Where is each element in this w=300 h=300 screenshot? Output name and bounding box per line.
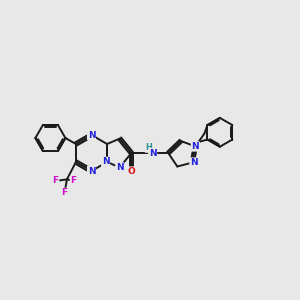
Text: N: N — [116, 163, 124, 172]
Text: N: N — [190, 158, 198, 167]
Text: N: N — [149, 148, 157, 158]
Text: F: F — [61, 188, 68, 197]
Text: F: F — [52, 176, 59, 185]
Text: F: F — [70, 176, 76, 185]
Text: H: H — [146, 143, 152, 152]
Text: O: O — [128, 167, 135, 176]
Text: N: N — [88, 130, 95, 140]
Text: N: N — [102, 158, 110, 166]
Text: N: N — [88, 167, 95, 176]
Text: N: N — [191, 142, 199, 151]
